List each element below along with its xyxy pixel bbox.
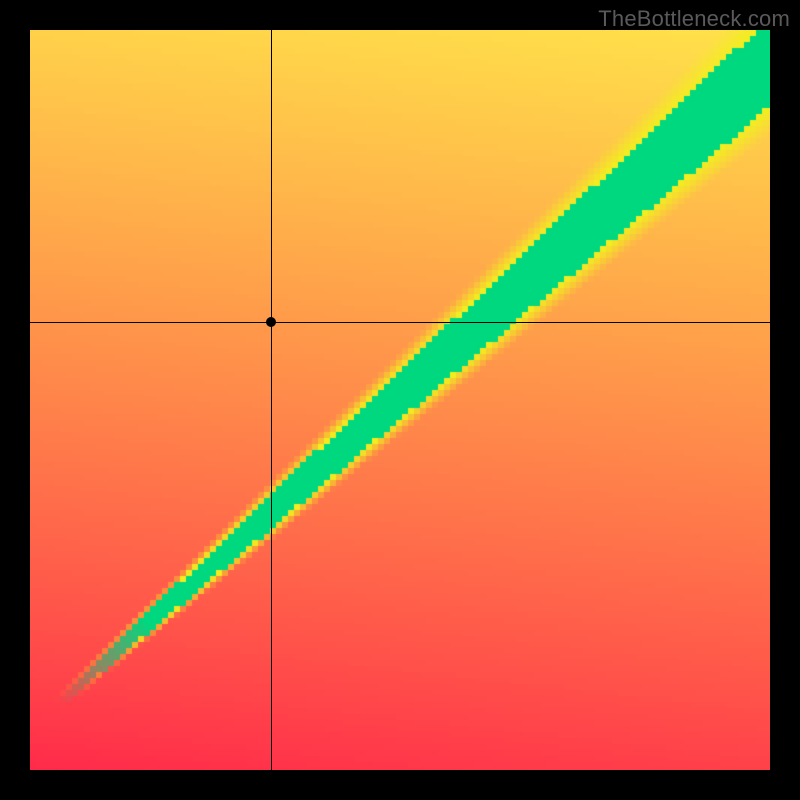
crosshair-horizontal xyxy=(30,322,770,323)
heatmap-plot xyxy=(30,30,770,770)
outer-frame xyxy=(0,0,800,800)
crosshair-marker xyxy=(266,317,276,327)
watermark: TheBottleneck.com xyxy=(598,6,790,32)
heatmap-canvas xyxy=(30,30,770,770)
crosshair-vertical xyxy=(271,30,272,770)
root-container: TheBottleneck.com xyxy=(0,0,800,800)
